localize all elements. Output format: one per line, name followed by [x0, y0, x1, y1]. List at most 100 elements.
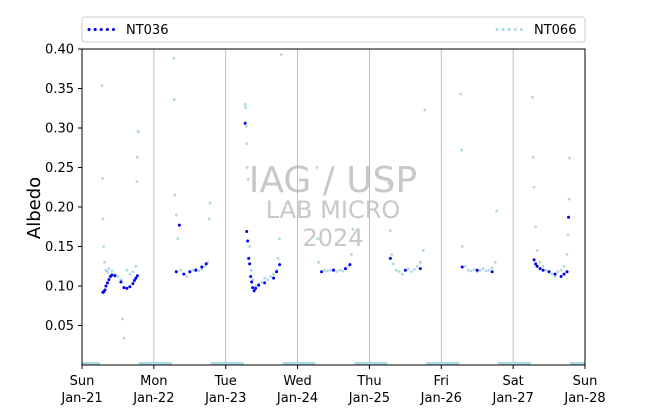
- data-point-nt066: [415, 264, 419, 268]
- gridlines: [153, 49, 514, 365]
- data-point-nt036: [257, 283, 261, 287]
- y-tick-label: 0.30: [45, 122, 74, 137]
- x-tick-day: Fri: [434, 374, 450, 389]
- data-point-nt066: [276, 256, 280, 260]
- data-point-nt066: [254, 284, 258, 288]
- data-point-nt036: [174, 270, 178, 274]
- data-point-nt036: [104, 284, 108, 288]
- data-point-nt066: [409, 270, 413, 274]
- night-bar: [426, 362, 460, 365]
- x-tick-date: Jan-21: [60, 391, 102, 406]
- data-point-nt066: [244, 106, 248, 109]
- data-point-nt066: [387, 181, 391, 185]
- data-point-nt036: [247, 256, 251, 260]
- data-point-nt036: [110, 273, 114, 277]
- data-point-nt066: [116, 275, 120, 278]
- data-point-nt066: [460, 245, 464, 248]
- data-point-nt066: [350, 253, 353, 256]
- legend: NT036 NT066: [81, 16, 586, 43]
- data-point-nt036: [249, 275, 253, 279]
- data-point-nt036: [132, 278, 136, 282]
- data-point-nt066: [245, 166, 249, 169]
- data-point-nt066: [329, 268, 332, 272]
- data-point-nt066: [135, 180, 139, 184]
- data-point-nt036: [105, 281, 109, 285]
- data-point-nt036: [125, 286, 129, 290]
- x-tick-day: Sat: [502, 374, 523, 389]
- data-point-nt036: [538, 267, 542, 271]
- legend-label-nt066: NT066: [534, 23, 576, 38]
- data-point-nt036: [194, 268, 198, 272]
- data-point-nt066: [179, 268, 183, 272]
- data-point-nt066: [207, 217, 211, 221]
- data-point-nt066: [191, 268, 195, 272]
- y-tick-label: 0.25: [45, 161, 74, 176]
- data-point-nt066: [272, 272, 276, 276]
- data-point-nt066: [174, 213, 178, 217]
- data-point-nt066: [119, 278, 123, 282]
- data-point-nt066: [490, 266, 494, 270]
- data-point-nt036: [562, 272, 566, 276]
- data-point-nt066: [172, 98, 176, 101]
- data-point-nt036: [248, 262, 252, 266]
- data-point-nt036: [343, 267, 347, 271]
- data-point-nt066: [341, 269, 344, 273]
- data-point-nt036: [460, 265, 464, 269]
- x-tick-date: Jan-28: [563, 391, 605, 406]
- data-point-nt066: [128, 272, 132, 276]
- data-point-nt066: [391, 262, 395, 266]
- data-point-nt066: [101, 217, 105, 221]
- data-point-nt066: [246, 177, 250, 181]
- data-point-nt036: [103, 288, 107, 292]
- data-point-nt036: [567, 215, 571, 219]
- data-point-nt036: [475, 268, 479, 272]
- data-point-nt066: [172, 57, 176, 60]
- legend-frame: [81, 16, 586, 43]
- data-point-nt036: [547, 270, 551, 274]
- data-point-nt066: [550, 272, 554, 276]
- data-point-nt066: [121, 317, 124, 321]
- data-point-nt036: [272, 276, 276, 280]
- data-point-nt066: [394, 268, 398, 272]
- data-point-nt066: [317, 260, 320, 264]
- night-bar: [570, 362, 585, 365]
- data-point-nt066: [565, 253, 569, 256]
- data-point-nt066: [125, 268, 129, 272]
- data-point-nt036: [263, 281, 267, 285]
- x-tick-date: Jan-22: [132, 391, 174, 406]
- data-point-nt066: [493, 260, 497, 264]
- data-point-nt066: [279, 53, 283, 56]
- data-point-nt066: [553, 275, 557, 278]
- data-point-nt066: [315, 166, 319, 169]
- y-tick-label: 0.35: [45, 82, 74, 97]
- x-tick-day: Wed: [283, 374, 311, 389]
- legend-label-nt036: NT036: [126, 23, 168, 38]
- data-point-nt036: [565, 270, 569, 274]
- data-point-nt066: [566, 233, 570, 237]
- night-bar: [82, 362, 100, 365]
- data-point-nt036: [243, 121, 247, 125]
- data-point-nt066: [478, 268, 482, 272]
- data-point-nt066: [100, 83, 104, 87]
- x-tick-day: Sun: [70, 374, 95, 389]
- data-point-nt066: [185, 275, 189, 278]
- data-point-nt066: [134, 264, 138, 268]
- data-point-nt066: [532, 185, 536, 189]
- data-point-nt036: [131, 282, 135, 286]
- data-point-nt036: [252, 289, 256, 293]
- data-point-nt066: [406, 267, 410, 271]
- data-point-nt066: [107, 267, 111, 271]
- data-point-nt036: [403, 268, 407, 272]
- data-point-nt066: [136, 130, 140, 134]
- data-point-nt066: [106, 270, 109, 274]
- data-point-nt066: [103, 260, 106, 264]
- data-point-nt066: [338, 268, 341, 272]
- night-bar: [282, 362, 316, 365]
- data-point-nt066: [101, 177, 104, 180]
- data-point-nt066: [351, 227, 355, 231]
- data-point-nt066: [263, 276, 267, 280]
- data-point-nt066: [269, 275, 273, 278]
- x-tick-day: Thu: [356, 374, 381, 389]
